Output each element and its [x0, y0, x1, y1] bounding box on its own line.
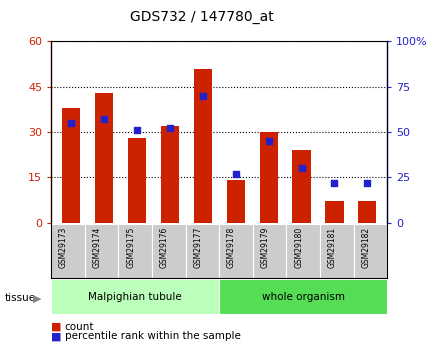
Text: percentile rank within the sample: percentile rank within the sample	[65, 332, 240, 341]
Text: Malpighian tubule: Malpighian tubule	[88, 292, 182, 302]
Point	[166, 126, 173, 131]
Point	[67, 120, 74, 126]
Point	[133, 127, 140, 133]
Bar	[292, 150, 311, 223]
Text: GSM29175: GSM29175	[126, 227, 135, 268]
Text: GSM29177: GSM29177	[194, 227, 202, 268]
Point	[265, 138, 272, 144]
Bar	[253, 224, 287, 278]
Text: ■: ■	[51, 332, 62, 341]
Text: GSM29176: GSM29176	[160, 227, 169, 268]
Bar	[85, 224, 118, 278]
Bar	[358, 201, 376, 223]
Bar	[186, 224, 219, 278]
Bar	[354, 224, 387, 278]
Bar	[51, 279, 219, 314]
Text: GDS732 / 147780_at: GDS732 / 147780_at	[130, 10, 274, 24]
Bar	[152, 224, 186, 278]
Bar	[219, 224, 253, 278]
Bar	[161, 126, 179, 223]
Point	[298, 166, 305, 171]
Point	[199, 93, 206, 99]
Point	[331, 180, 338, 186]
Bar	[320, 224, 354, 278]
Text: GSM29182: GSM29182	[361, 227, 370, 268]
Text: GSM29173: GSM29173	[59, 227, 68, 268]
Bar	[227, 180, 245, 223]
Text: whole organism: whole organism	[262, 292, 345, 302]
Bar	[51, 224, 85, 278]
Bar	[95, 93, 113, 223]
Text: GSM29181: GSM29181	[328, 227, 337, 268]
Bar	[287, 224, 320, 278]
Text: ■: ■	[51, 322, 62, 332]
Text: count: count	[65, 322, 94, 332]
Text: GSM29178: GSM29178	[227, 227, 236, 268]
Bar	[259, 132, 278, 223]
Bar	[194, 69, 212, 223]
Point	[100, 117, 107, 122]
Bar	[325, 201, 344, 223]
Text: tissue: tissue	[4, 294, 36, 303]
Point	[232, 171, 239, 176]
Bar	[219, 279, 387, 314]
Text: ▶: ▶	[32, 294, 41, 303]
Bar	[62, 108, 80, 223]
Bar	[118, 224, 152, 278]
Text: GSM29174: GSM29174	[93, 227, 101, 268]
Text: GSM29179: GSM29179	[261, 227, 270, 268]
Bar	[128, 138, 146, 223]
Point	[364, 180, 371, 186]
Text: GSM29180: GSM29180	[294, 227, 303, 268]
